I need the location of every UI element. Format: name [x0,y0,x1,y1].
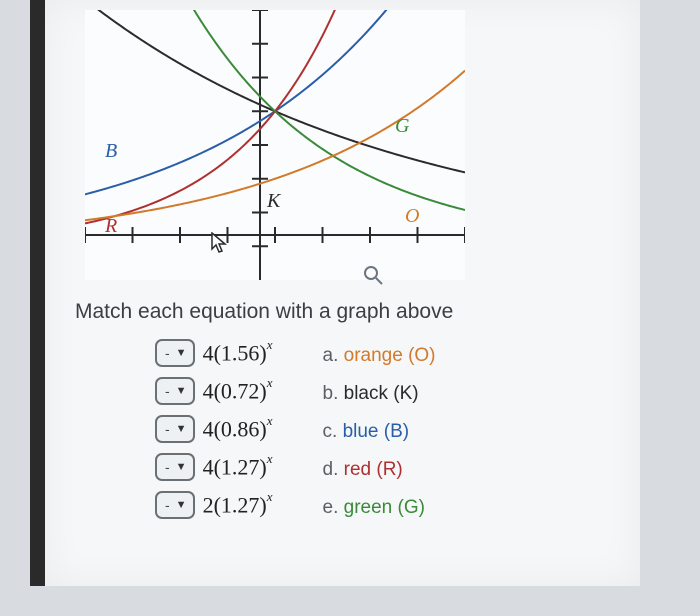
cursor-icon [210,232,228,254]
curve-label-k: K [267,190,280,213]
chart-svg [85,10,465,280]
match-select[interactable]: -▼ [155,339,195,367]
equation-row: -▼ 4(0.86)x [155,415,273,443]
equation-text: 4(0.86)x [203,416,273,442]
match-select[interactable]: -▼ [155,415,195,443]
select-value: - [161,345,174,361]
chevron-down-icon: ▼ [174,461,189,473]
curve-label-r: R [105,215,117,238]
select-value: - [161,497,174,513]
equation-row: -▼ 4(0.72)x [155,377,273,405]
equation-row: -▼ 4(1.56)x [155,339,273,367]
matching-rows: -▼4(1.56)x-▼4(0.72)x-▼4(0.86)x-▼4(1.27)x… [155,339,610,519]
answer-option: b. black (K) [323,383,436,405]
answer-option: a. orange (O) [323,345,436,367]
answer-option: e. green (G) [323,497,436,519]
content-frame: B R K G O Match each equation with a graph a… [30,0,640,586]
equation-text: 4(0.72)x [203,378,273,404]
match-select[interactable]: -▼ [155,377,195,405]
select-value: - [161,459,174,475]
match-select[interactable]: -▼ [155,453,195,481]
select-value: - [161,383,174,399]
chevron-down-icon: ▼ [174,499,189,511]
select-value: - [161,421,174,437]
chevron-down-icon: ▼ [174,347,189,359]
magnifier-icon[interactable] [363,265,383,290]
curve-label-g: G [395,115,409,138]
equation-text: 4(1.27)x [203,454,273,480]
curve-label-b: B [105,140,117,163]
equation-text: 2(1.27)x [203,492,273,518]
match-select[interactable]: -▼ [155,491,195,519]
chevron-down-icon: ▼ [174,385,189,397]
graph-chart: B R K G O [85,10,465,280]
chevron-down-icon: ▼ [174,423,189,435]
answer-option: c. blue (B) [323,421,436,443]
prompt-text: Match each equation with a graph above [75,300,610,324]
equation-row: -▼ 4(1.27)x [155,453,273,481]
curve-label-o: O [405,205,419,228]
answer-option: d. red (R) [323,459,436,481]
equation-text: 4(1.56)x [203,340,273,366]
equation-row: -▼ 2(1.27)x [155,491,273,519]
